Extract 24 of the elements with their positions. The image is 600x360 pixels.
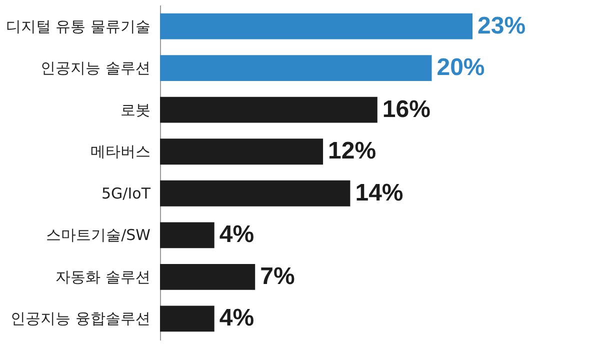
data-label: 14% [355, 179, 404, 206]
y-tick-label: 스마트기술/SW [46, 226, 151, 244]
y-tick-label: 로봇 [120, 100, 150, 119]
y-tick-label: 메타버스 [90, 142, 150, 161]
bar [160, 138, 324, 165]
data-label: 4% [219, 304, 254, 332]
y-tick-label: 5G/IoT [102, 184, 152, 202]
bar [160, 306, 214, 332]
data-label: 12% [328, 138, 376, 165]
bar [160, 222, 214, 248]
bar [160, 180, 350, 206]
bar [160, 13, 472, 40]
data-label: 20% [436, 54, 485, 82]
y-tick-label: 인공지능 솔루션 [40, 59, 150, 78]
bar [160, 96, 378, 123]
data-label: 23% [478, 12, 526, 40]
bar [160, 55, 432, 82]
y-tick-label: 자동화 솔루션 [56, 268, 150, 286]
data-label: 7% [260, 262, 295, 290]
data-label: 16% [382, 96, 430, 123]
y-tick-label: 인공지능 융합솔루션 [10, 310, 150, 328]
data-label: 4% [219, 221, 254, 248]
bar [160, 264, 256, 290]
y-tick-label: 디지털 유통 물류기술 [6, 17, 150, 36]
